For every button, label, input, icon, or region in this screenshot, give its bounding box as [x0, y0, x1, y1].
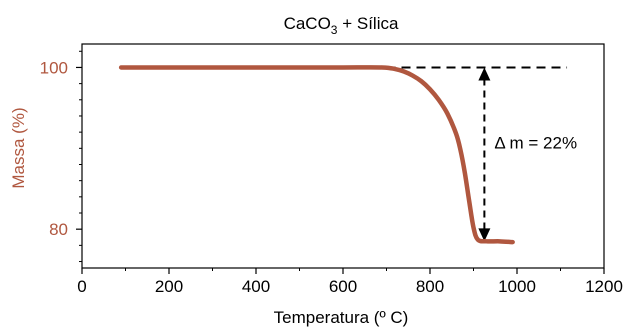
y-tick-label: 100 [40, 58, 68, 77]
plot-frame [81, 43, 605, 269]
x-tick-label: 200 [155, 277, 183, 296]
y-axis-label: Massa (%) [9, 107, 28, 188]
series-group [118, 65, 515, 245]
chart-title-subscript: 3 [331, 23, 338, 37]
chart-title: CaCO3 + Sílica [284, 14, 399, 37]
x-axis-label: Temperatura (º C) [274, 308, 409, 327]
x-tick-label: 600 [329, 277, 357, 296]
chart-title-rest: + Sílica [337, 14, 398, 33]
x-tick-label: 1200 [585, 277, 623, 296]
chart-title-main: CaCO [284, 14, 331, 33]
x-tick-label: 1000 [498, 277, 536, 296]
x-tick-label: 800 [416, 277, 444, 296]
x-tick-label: 400 [242, 277, 270, 296]
y-tick-label: 80 [49, 220, 68, 239]
annotation-arrow-head-up [478, 67, 491, 81]
annotation-label: Δ m = 22% [494, 133, 577, 152]
axes: 0 200 400 600 800 1000 1200 80 100 [40, 43, 623, 296]
x-tick-label: 0 [77, 277, 86, 296]
annotation-arrow-head-down [478, 228, 491, 242]
mass-loss-annotation: Δ m = 22% [386, 66, 577, 242]
mass-curve [118, 65, 515, 245]
